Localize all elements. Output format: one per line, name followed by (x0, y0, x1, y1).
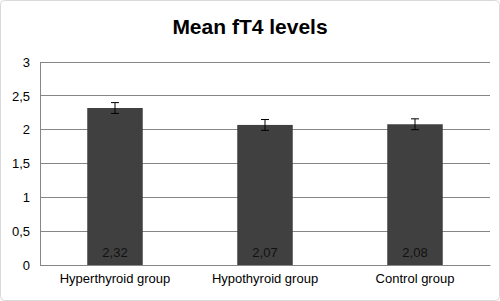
y-tick: 1 (23, 190, 40, 205)
y-tick: 0,5 (12, 224, 40, 239)
chart: Mean fT4 levels 0 0,5 1 1,5 2 2,5 3 Hyperthyroid… (0, 0, 500, 301)
error-bars (111, 103, 419, 131)
data-label: 2,07 (252, 245, 277, 260)
plot: 0 0,5 1 1,5 2 2,5 3 Hyperthyroid group Hypothyro… (12, 55, 491, 287)
bar (387, 124, 443, 265)
data-label: 2,32 (102, 245, 127, 260)
y-tick-label: 1,5 (12, 156, 30, 171)
x-tick-label: Control group (376, 271, 455, 286)
x-tick: Hypothyroid group (212, 265, 318, 286)
y-tick-label: 2,5 (12, 88, 30, 103)
y-tick: 1,5 (12, 156, 40, 171)
y-tick-label: 0,5 (12, 224, 30, 239)
grid-line (40, 95, 490, 96)
data-labels: 2,32 2,07 2,08 (102, 245, 427, 260)
chart-title: Mean fT4 levels (172, 15, 327, 38)
data-label: 2,08 (402, 245, 427, 260)
y-tick-label: 1 (23, 190, 30, 205)
x-axis-line (41, 265, 491, 266)
y-tick-label: 3 (23, 55, 30, 70)
y-tick-label: 0 (23, 258, 30, 273)
x-tick: Hyperthyroid group (60, 265, 171, 286)
x-tick-label: Hypothyroid group (212, 271, 318, 286)
y-tick: 2,5 (12, 88, 40, 103)
x-tick-label: Hyperthyroid group (60, 271, 171, 286)
y-axis-line (40, 63, 41, 266)
y-axis: 0 0,5 1 1,5 2 2,5 3 (12, 55, 41, 273)
error-bar (411, 119, 419, 130)
chart-frame (1, 1, 500, 301)
bar (237, 125, 293, 265)
grid (40, 62, 490, 265)
x-axis: Hyperthyroid group Hypothyroid group Contr… (41, 265, 491, 286)
x-tick: Control group (376, 265, 455, 286)
bar (87, 108, 143, 265)
error-bar (111, 103, 119, 114)
bars (87, 103, 443, 265)
y-tick: 0 (23, 258, 40, 273)
grid-line (40, 62, 490, 63)
y-tick: 2 (23, 122, 40, 137)
y-tick-label: 2 (23, 122, 30, 137)
error-bar (261, 120, 269, 131)
y-tick: 3 (23, 55, 40, 70)
